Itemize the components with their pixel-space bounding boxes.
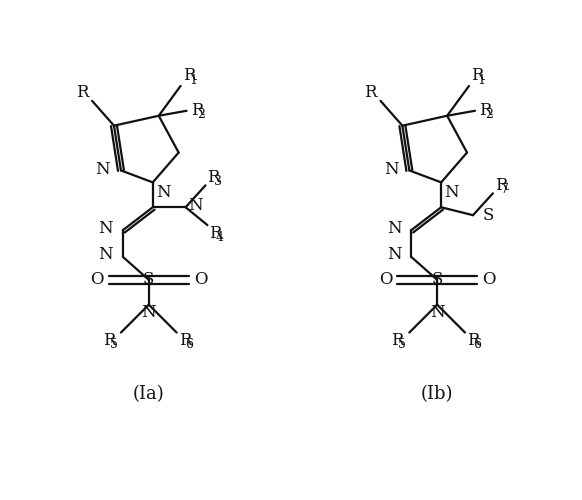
Text: R: R [364, 84, 377, 102]
Text: (Ia): (Ia) [133, 385, 165, 403]
Text: (Ib): (Ib) [421, 385, 453, 403]
Text: S: S [143, 272, 154, 288]
Text: R: R [479, 102, 491, 120]
Text: 6: 6 [474, 338, 481, 351]
Text: 2: 2 [485, 108, 494, 122]
Text: 4: 4 [216, 231, 224, 244]
Text: S: S [431, 272, 443, 288]
Text: 5: 5 [398, 338, 406, 351]
Text: N: N [430, 304, 445, 321]
Text: R: R [103, 332, 116, 349]
Text: O: O [194, 272, 207, 288]
Text: N: N [98, 220, 113, 236]
Text: N: N [444, 184, 459, 201]
Text: N: N [98, 246, 113, 264]
Text: N: N [95, 161, 110, 178]
Text: R: R [179, 332, 191, 349]
Text: N: N [156, 184, 171, 201]
Text: N: N [189, 196, 203, 214]
Text: R: R [210, 224, 222, 242]
Text: 7: 7 [502, 183, 509, 196]
Text: N: N [387, 220, 402, 236]
Text: N: N [141, 304, 156, 321]
Text: O: O [90, 272, 104, 288]
Text: S: S [483, 206, 494, 224]
Text: 1: 1 [189, 74, 197, 86]
Text: 3: 3 [214, 175, 222, 188]
Text: R: R [495, 177, 508, 194]
Text: 1: 1 [478, 74, 485, 86]
Text: R: R [183, 68, 195, 84]
Text: R: R [207, 169, 220, 186]
Text: R: R [467, 332, 480, 349]
Text: O: O [379, 272, 392, 288]
Text: R: R [392, 332, 404, 349]
Text: R: R [190, 102, 203, 120]
Text: 5: 5 [109, 338, 118, 351]
Text: N: N [384, 161, 399, 178]
Text: N: N [387, 246, 402, 264]
Text: R: R [471, 68, 484, 84]
Text: R: R [76, 84, 88, 102]
Text: 6: 6 [185, 338, 193, 351]
Text: 2: 2 [197, 108, 205, 122]
Text: O: O [482, 272, 496, 288]
